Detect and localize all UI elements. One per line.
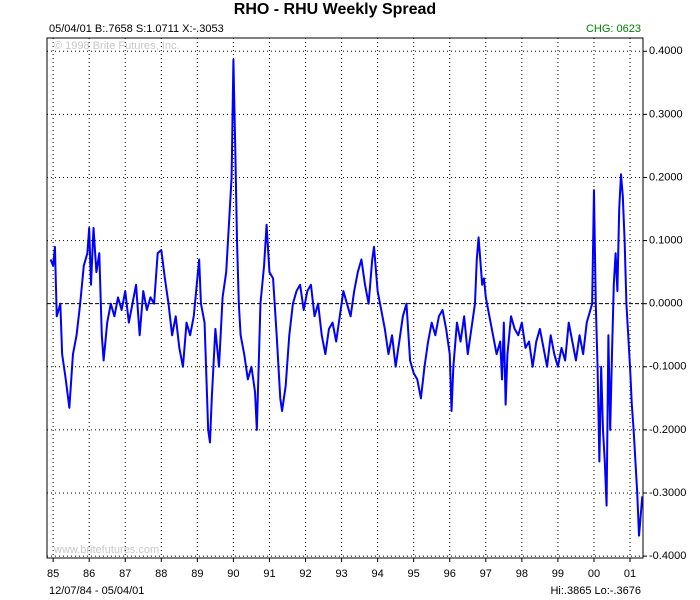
- website: www.britefutures.com: [53, 544, 159, 556]
- y-tick-label: -0.4000: [649, 550, 686, 562]
- x-tick-label: 90: [227, 568, 239, 580]
- header-info: 05/04/01 B:.7658 S:1.0711 X:-.3053: [49, 23, 224, 35]
- x-tick-label: 95: [408, 568, 420, 580]
- x-tick-label: 94: [372, 568, 384, 580]
- y-tick-label: 0.2000: [649, 171, 683, 183]
- y-tick-label: 0.4000: [649, 45, 683, 57]
- y-tick-label: 0.3000: [649, 108, 683, 120]
- x-tick-label: 01: [624, 568, 636, 580]
- plot-frame: [46, 37, 644, 559]
- x-tick-label: 88: [155, 568, 167, 580]
- spread-line: [49, 58, 644, 537]
- y-tick-label: -0.1000: [649, 361, 686, 373]
- date-range: 12/07/84 - 05/04/01: [49, 585, 144, 597]
- x-tick-label: 99: [552, 568, 564, 580]
- x-tick-label: 85: [47, 568, 59, 580]
- x-tick-label: 97: [480, 568, 492, 580]
- y-tick-label: -0.3000: [649, 487, 686, 499]
- x-tick-label: 98: [516, 568, 528, 580]
- chart-title: RHO - RHU Weekly Spread: [234, 1, 436, 18]
- x-tick-label: 86: [83, 568, 95, 580]
- x-tick-label: 93: [335, 568, 347, 580]
- y-tick-label: 0.0000: [649, 298, 683, 310]
- x-tick-label: 91: [263, 568, 275, 580]
- x-tick-label: 92: [299, 568, 311, 580]
- y-tick-label: 0.1000: [649, 234, 683, 246]
- x-tick-label: 89: [191, 568, 203, 580]
- x-tick-label: 00: [588, 568, 600, 580]
- y-tick-label: -0.2000: [649, 424, 686, 436]
- hi-lo: Hi:.3865 Lo:-.3676: [550, 585, 641, 597]
- change: CHG: 0623: [586, 23, 641, 35]
- x-tick-label: 87: [119, 568, 131, 580]
- copyright: © 1998 Brite Futures, Inc.: [54, 40, 180, 52]
- x-tick-label: 96: [444, 568, 456, 580]
